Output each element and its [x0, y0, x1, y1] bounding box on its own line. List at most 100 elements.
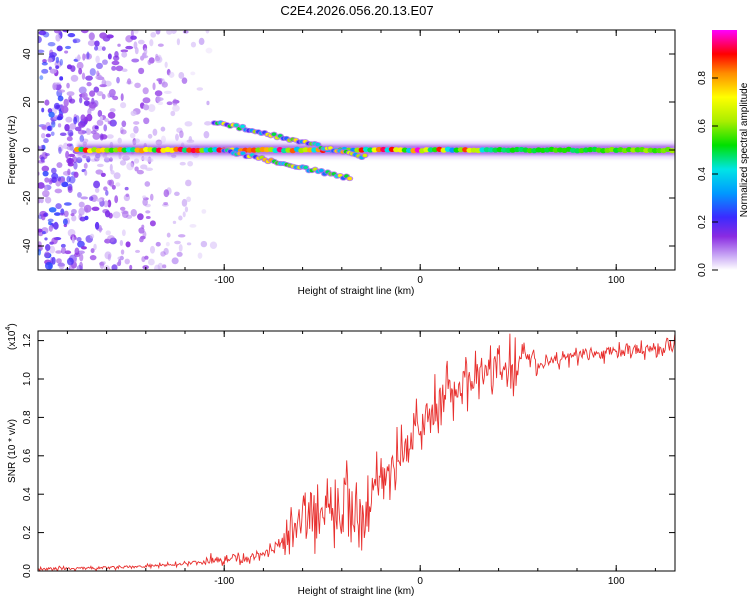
spectrogram-noise-cell	[178, 244, 183, 252]
spectrogram-noise-cell	[130, 208, 137, 217]
spectrogram-noise-cell	[121, 210, 129, 215]
spectrogram-noise-cell	[130, 35, 137, 40]
spectrogram-noise-cell	[145, 216, 151, 220]
snr-y-tick-label: 0.6	[22, 448, 33, 462]
spectrogram-noise-cell	[107, 111, 116, 119]
spectrogram-noise-cell	[56, 162, 63, 168]
spectrogram-noise-cell	[86, 81, 92, 87]
spectrogram-noise-cell	[66, 145, 75, 151]
spectrogram-noise-cell	[70, 65, 76, 73]
spectrogram-noise-cell	[64, 50, 69, 54]
spectrogram-noise-cell	[66, 82, 70, 89]
spectrogram-noise-cell	[182, 30, 189, 34]
spectrogram-noise-cell	[145, 210, 151, 214]
spectrogram-noise-cell	[69, 123, 77, 130]
snr-y-tick-label: 0.8	[22, 410, 33, 424]
spectrogram-noise-cell	[144, 181, 151, 187]
spectrogram-y-tick-label: -20	[22, 190, 33, 205]
spectrogram-noise-cell	[142, 97, 151, 104]
colorbar-tick-label: 0.8	[697, 71, 708, 85]
spectrogram-noise-cell	[163, 201, 169, 206]
colorbar-label: Normalized spectral amplitude	[739, 82, 750, 217]
spectrogram-noise-cell	[86, 127, 90, 134]
colorbar-gradient	[712, 30, 737, 270]
spectrogram-noise-cell	[54, 188, 63, 194]
spectrogram-noise-cell	[79, 261, 83, 270]
spectrogram-y-tick-label: 0	[22, 147, 33, 153]
spectrogram-noise-cell	[155, 241, 161, 247]
spectrogram-noise-cell	[138, 227, 145, 234]
spectrogram-noise-cell	[121, 120, 127, 128]
svg-text:(x104): (x104)	[5, 323, 18, 350]
spectrogram-noise-cell	[55, 250, 63, 254]
spectrogram-noise-cell	[96, 70, 100, 77]
spectrogram-noise-cell	[87, 108, 92, 116]
snr-x-tick-label: -100	[214, 576, 234, 587]
spectrogram-noise-cell	[143, 104, 150, 111]
spectrogram-noise-cell	[144, 255, 149, 260]
spectrogram-noise-cell	[178, 72, 185, 79]
spectrogram-noise-cell	[143, 47, 148, 56]
spectrogram-noise-cell	[121, 51, 128, 58]
spectrogram-noise-cell	[44, 251, 50, 258]
spectrogram-noise-cell	[95, 74, 103, 80]
spectrogram-noise-cell	[158, 79, 163, 85]
snr-series-line	[38, 333, 675, 571]
spectrogram-noise-cell	[73, 161, 78, 170]
spectrogram-noise-cell	[172, 220, 177, 225]
spectrogram-noise-cell	[83, 100, 90, 107]
spectrogram-noise-cell	[66, 143, 72, 147]
snr-x-tick-label: 100	[608, 576, 625, 587]
spectrogram-noise-cell	[110, 170, 115, 175]
spectrogram-noise-cell	[139, 237, 144, 243]
spectrogram-noise-cell	[64, 123, 70, 132]
spectrogram-noise-cell	[157, 262, 164, 270]
spectrogram-noise-cell	[175, 133, 179, 141]
spectrogram-noise-cell	[49, 51, 57, 58]
spectrogram-noise-cell	[44, 153, 50, 157]
snr-x-tick-label: 0	[417, 576, 423, 587]
spectrogram-x-tick-label: 0	[417, 275, 423, 286]
spectrogram-y-tick-label: 40	[22, 48, 33, 60]
spectrogram-noise-cell	[170, 110, 176, 117]
spectrogram-noise-cell	[174, 191, 180, 197]
colorbar-ticks: 0.0 0.2 0.4 0.6 0.8	[697, 71, 718, 277]
snr-y-axis-label: SNR (10 * v/v)	[7, 419, 18, 483]
spectrogram-noise-cell	[133, 41, 138, 50]
spectrogram-noise-cell	[118, 258, 122, 266]
spectrogram-noise-cell	[79, 216, 86, 222]
spectrogram-noise-cell	[39, 197, 44, 204]
spectrogram-noise-cell	[79, 134, 85, 143]
spectrogram-noise-cell	[112, 95, 119, 101]
spectrogram-noise-cell	[147, 59, 152, 66]
spectrogram-noise-cell	[71, 215, 77, 222]
spectrogram-noise-cell	[187, 160, 194, 167]
spectrogram-noise-cell	[92, 132, 101, 140]
spectrogram-noise-cell	[53, 30, 61, 34]
spectrogram-noise-cell	[42, 170, 49, 177]
snr-x-ticks: -100 0 100	[66, 331, 656, 587]
spectrogram-noise-cell	[109, 119, 117, 127]
spectrogram-noise-cell	[38, 35, 42, 44]
spectrogram-noise-cell	[137, 213, 144, 221]
spectrogram-noise-cell	[205, 30, 210, 34]
spectrogram-noise-cell	[90, 248, 95, 254]
spectrogram-noise-cell	[47, 42, 56, 47]
colorbar-tick-label: 0.0	[697, 263, 708, 277]
spectrogram-noise-cell	[205, 47, 213, 54]
spectrogram-noise-cell	[107, 253, 111, 261]
spectrogram-noise-cell	[44, 237, 48, 241]
spectrogram-noise-cell	[38, 182, 45, 189]
spectrogram-noise-cell	[117, 43, 121, 47]
spectrogram-noise-cell	[80, 114, 86, 122]
spectrogram-noise-cell	[60, 105, 69, 114]
spectrogram-noise-cell	[154, 56, 163, 64]
spectrogram-noise-cell	[89, 254, 97, 261]
spectrogram-x-tick-label: 100	[608, 275, 625, 286]
spectrogram-noise-cell	[51, 176, 57, 183]
spectrogram-noise-cell	[160, 126, 166, 132]
spectrogram-noise-cell	[120, 102, 127, 109]
spectrogram-noise-cell	[105, 190, 109, 196]
spectrogram-noise-cell	[133, 125, 139, 134]
spectrogram-noise-cell	[133, 158, 140, 164]
